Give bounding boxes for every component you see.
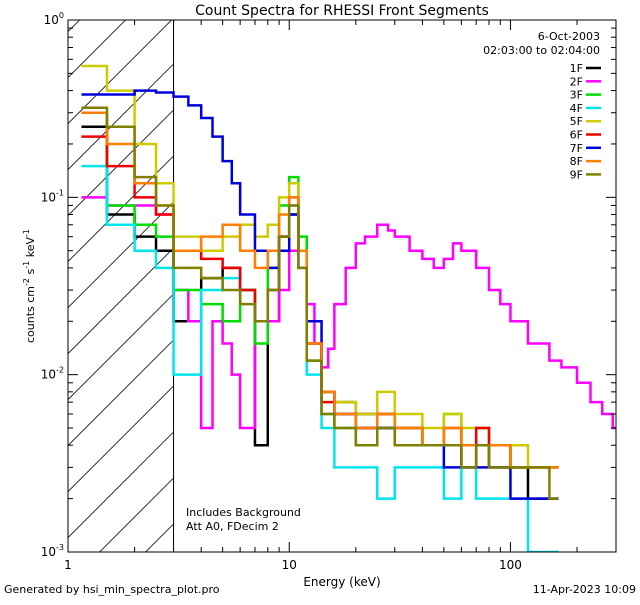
hatch-line [144, 523, 174, 552]
series-8F [81, 111, 559, 469]
hatch-line [68, 63, 174, 170]
hatch-line [68, 339, 174, 446]
chart-title: Count Spectra for RHESSI Front Segments [195, 3, 489, 19]
legend-label-9F: 9F [570, 168, 583, 181]
footer-timestamp: 11-Apr-2023 10:09 [532, 583, 636, 596]
legend-label-5F: 5F [570, 115, 583, 128]
annotation-attenuator: Att A0, FDecim 2 [186, 520, 279, 533]
series-9F [81, 106, 559, 500]
hatch-line [68, 201, 174, 308]
y-tick-label: 10-3 [41, 543, 64, 559]
hatch-line [98, 477, 174, 552]
hatch-line [68, 385, 174, 492]
hatch-line [68, 20, 173, 124]
y-axis-label: counts cm-2 s-1 keV-1 [22, 229, 37, 343]
y-tick-label: 10-1 [41, 188, 64, 204]
x-tick-label: 1 [64, 558, 72, 572]
legend-label-2F: 2F [570, 75, 583, 88]
series-3F [81, 111, 559, 469]
y-tick-label: 100 [44, 11, 64, 27]
footer-generator: Generated by hsi_min_spectra_plot.pro [4, 583, 220, 596]
hatch-line [68, 155, 174, 262]
hatch-line [68, 431, 174, 538]
legend-label-8F: 8F [570, 155, 583, 168]
series-layer [81, 64, 616, 552]
hatch-line [68, 293, 174, 400]
series-7F [81, 89, 559, 500]
legend-label-1F: 1F [570, 62, 583, 75]
axes: 1 10 100 10-3 10-2 10-1 100 [41, 11, 617, 572]
legend-label-6F: 6F [570, 129, 583, 142]
x-axis-label: Energy (keV) [303, 575, 380, 589]
plot-frame [67, 19, 617, 553]
hatch-line [68, 20, 81, 32]
x-tick-label: 10 [282, 558, 297, 572]
hatch-line [68, 20, 127, 78]
series-2F [81, 196, 616, 430]
series-6F [81, 135, 559, 469]
time-range-label: 02:03:00 to 02:04:00 [483, 44, 600, 57]
legend-label-4F: 4F [570, 102, 583, 115]
x-tick-label: 100 [499, 558, 522, 572]
legend-label-7F: 7F [570, 142, 583, 155]
hatch-line [68, 247, 174, 354]
legend-label-3F: 3F [570, 89, 583, 102]
y-tick-label: 10-2 [41, 366, 64, 382]
date-label: 6-Oct-2003 [538, 30, 600, 43]
annotation-background: Includes Background [186, 506, 301, 519]
